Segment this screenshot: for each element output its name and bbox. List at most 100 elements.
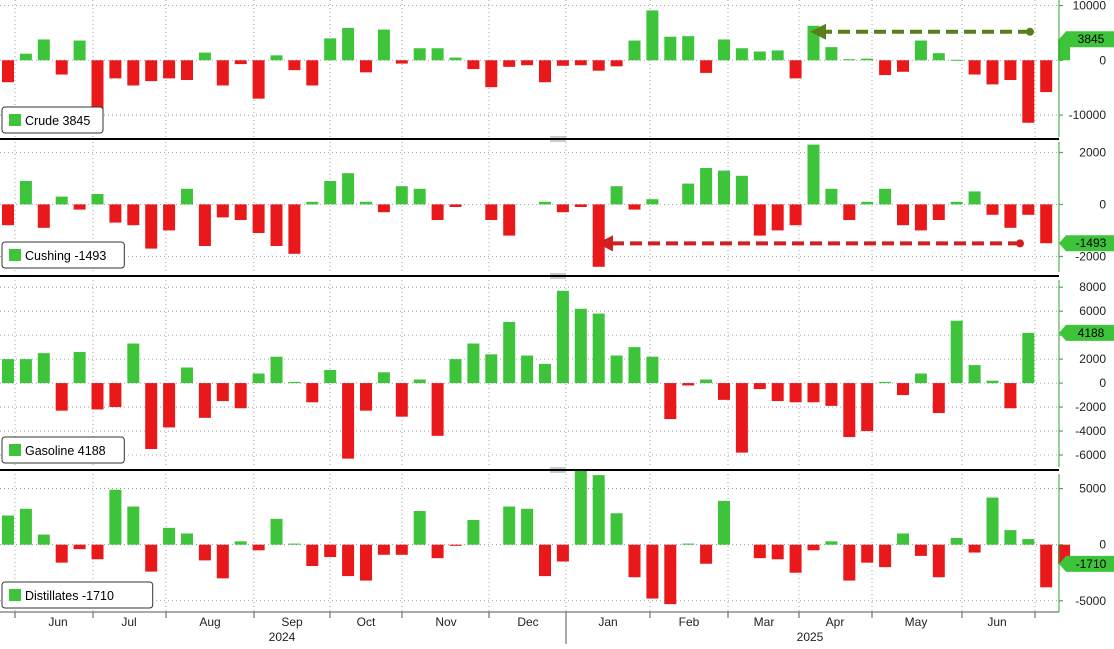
bar xyxy=(574,308,587,384)
bar xyxy=(431,383,444,436)
arrow-head xyxy=(810,23,826,40)
crude-arrow xyxy=(810,23,1034,40)
bar xyxy=(1004,530,1017,545)
bar xyxy=(753,383,766,390)
bar xyxy=(968,60,981,75)
bar xyxy=(198,383,211,418)
y-tick-label: 8000 xyxy=(1079,280,1106,294)
bar xyxy=(628,204,641,210)
bar xyxy=(628,40,641,61)
bar xyxy=(718,383,730,400)
bar xyxy=(610,186,623,205)
bar xyxy=(789,544,802,573)
x-tick-label: Jun xyxy=(48,615,67,629)
bar xyxy=(377,29,390,61)
bar xyxy=(2,515,14,545)
bar xyxy=(145,204,158,249)
badge-label: 4188 xyxy=(1078,326,1105,340)
bar xyxy=(539,544,551,577)
x-axis: Jun Jul Aug Sep Oct Nov Dec Jan Feb Mar Apr May Jun 2… xyxy=(0,611,1059,644)
bar xyxy=(592,313,605,384)
bar xyxy=(449,359,462,384)
bar xyxy=(664,544,677,605)
legend-label: Crude 3845 xyxy=(25,114,90,128)
bar xyxy=(306,544,319,566)
bar xyxy=(19,181,32,205)
bar xyxy=(306,383,319,403)
bar xyxy=(789,60,802,79)
bar xyxy=(198,544,211,561)
bar xyxy=(288,381,301,384)
bar xyxy=(700,379,713,384)
bar xyxy=(449,57,462,61)
legend: Cushing -1493 xyxy=(1,241,125,269)
bar xyxy=(395,186,408,205)
bar xyxy=(342,383,355,459)
y-tick-label: 0 xyxy=(1099,53,1106,67)
bar xyxy=(646,356,659,384)
bar xyxy=(109,383,122,408)
bar xyxy=(861,58,874,61)
bar xyxy=(216,383,229,402)
bar xyxy=(682,543,695,545)
bar xyxy=(753,544,766,559)
bar xyxy=(91,544,104,560)
bar xyxy=(807,383,820,403)
bar xyxy=(485,204,498,220)
bar xyxy=(216,60,229,86)
bar xyxy=(914,40,927,61)
bar xyxy=(879,544,892,568)
legend-box xyxy=(1,241,125,269)
bar xyxy=(825,383,838,406)
bar xyxy=(646,10,659,61)
x-tick-label: Jan xyxy=(598,615,617,629)
bar xyxy=(270,518,283,545)
arrow-head xyxy=(597,235,613,252)
bar xyxy=(377,204,390,213)
bar xyxy=(1040,544,1053,588)
y-tick-label: -6000 xyxy=(1075,448,1106,462)
bar xyxy=(574,204,587,207)
y-tick-label: -2000 xyxy=(1075,249,1106,263)
panel-distillates: 5000 0 -5000 -1710 Distillates -1710 xyxy=(0,470,1114,612)
panel-gasoline: 80006000400020000-2000-4000-60004188Gaso… xyxy=(0,280,1114,467)
x-tick-label: Nov xyxy=(435,615,456,629)
badge-label: -1493 xyxy=(1076,236,1107,250)
arrow-dot xyxy=(1026,27,1034,36)
arrow-dot xyxy=(1016,239,1024,248)
bar xyxy=(556,60,569,66)
bar xyxy=(897,383,909,396)
bar xyxy=(181,60,193,81)
bar xyxy=(914,544,927,556)
bar xyxy=(825,47,838,61)
bar xyxy=(879,188,892,205)
bar xyxy=(431,204,444,220)
bar xyxy=(968,191,981,205)
bar xyxy=(861,383,874,432)
legend-swatch xyxy=(9,249,21,261)
bar xyxy=(843,544,856,581)
bar xyxy=(360,201,372,205)
bar xyxy=(55,60,68,75)
bar xyxy=(682,36,695,61)
bar xyxy=(771,544,784,560)
bar xyxy=(950,59,963,61)
bar xyxy=(574,470,587,545)
bar xyxy=(843,59,856,61)
bar xyxy=(521,355,534,384)
bar xyxy=(109,60,122,79)
bar xyxy=(861,201,874,205)
bar xyxy=(700,544,713,564)
bar xyxy=(521,508,534,545)
bar xyxy=(216,204,229,218)
last-value-badge: 3845 xyxy=(1059,31,1114,48)
legend-box xyxy=(1,106,104,134)
last-value-badge: 4188 xyxy=(1059,324,1114,341)
legend: Distillates -1710 xyxy=(1,581,154,609)
last-value-badge: -1493 xyxy=(1059,235,1114,252)
bar xyxy=(539,60,551,83)
panel-cushing: 2000 0 -2000-1493 Cushing -1493 xyxy=(0,142,1114,272)
bar xyxy=(682,383,695,386)
y-tick-label: -4000 xyxy=(1075,424,1106,438)
bar xyxy=(431,48,444,61)
